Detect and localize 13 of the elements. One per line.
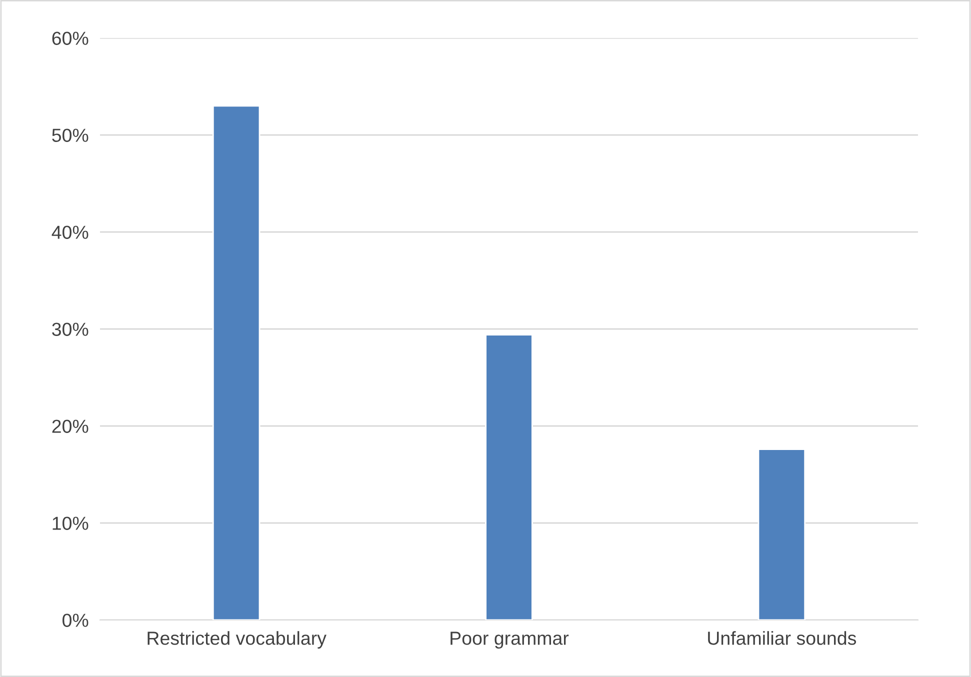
x-tick-label: Unfamiliar sounds — [708, 631, 856, 645]
y-tick-label: 20% — [52, 420, 88, 433]
x-tick-label: Restricted vocabulary — [148, 631, 326, 649]
y-tick-label: 60% — [52, 32, 88, 45]
x-tick-label: Poor grammar — [450, 632, 569, 649]
y-tick-label: 50% — [52, 128, 88, 142]
y-tick-label: 0% — [62, 614, 88, 627]
y-tick-label: 10% — [52, 516, 88, 530]
bar — [758, 448, 806, 620]
bar — [485, 334, 533, 620]
y-tick-label: 40% — [52, 226, 88, 239]
bar — [212, 105, 260, 620]
y-tick-label: 30% — [52, 322, 88, 336]
